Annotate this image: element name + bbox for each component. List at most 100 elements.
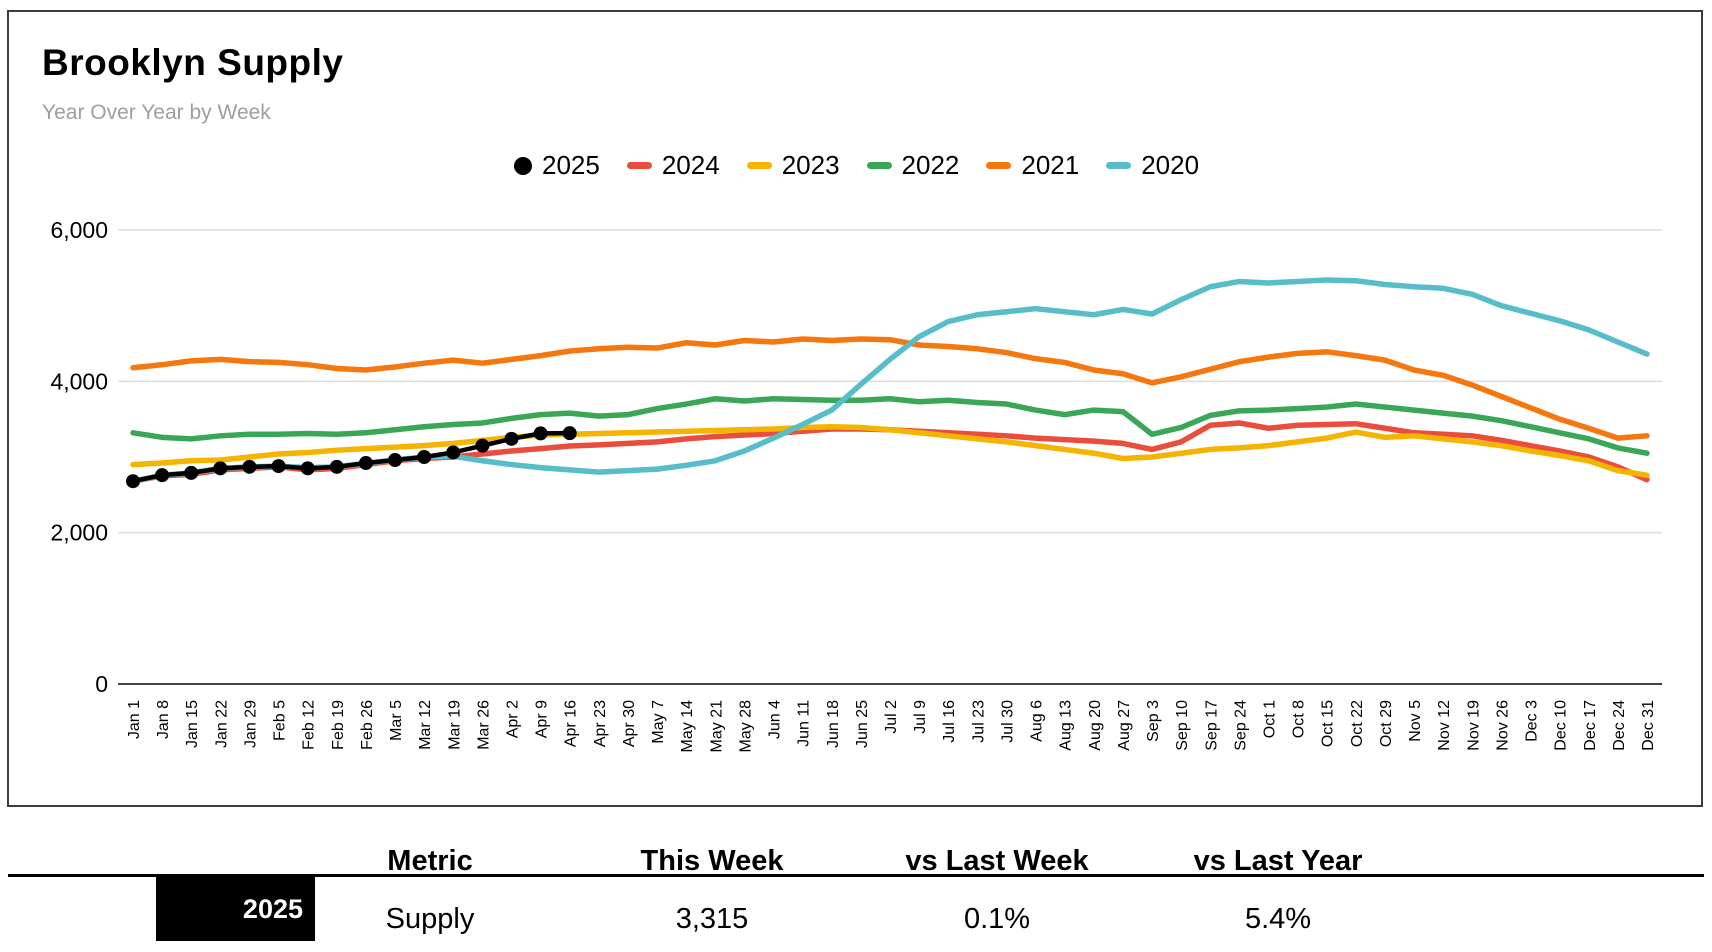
table-header-divider — [8, 874, 1704, 877]
legend-swatch-2024-icon — [626, 162, 652, 169]
x-axis-tick-label: Apr 2 — [504, 700, 521, 738]
column-header-vs-last-year: vs Last Year — [1193, 845, 1363, 877]
page-subtitle: Year Over Year by Week — [42, 101, 271, 124]
y-axis-tick-label: 6,000 — [50, 217, 108, 243]
chart-card — [7, 10, 1703, 807]
x-axis-tick-label: Apr 30 — [621, 700, 638, 747]
x-axis-tick-label: Jan 29 — [242, 700, 259, 748]
series-line-2025 — [130, 430, 572, 484]
y-axis-tick-label: 4,000 — [50, 368, 108, 394]
x-axis-tick-label: Dec 17 — [1582, 700, 1599, 751]
x-axis-tick-label: Sep 10 — [1174, 700, 1191, 751]
data-point-2025 — [446, 445, 461, 460]
x-axis-tick-label: Sep 24 — [1232, 700, 1249, 751]
x-axis-tick-label: Mar 19 — [446, 700, 463, 750]
x-axis-tick-label: May 14 — [679, 700, 696, 753]
data-point-2025 — [358, 456, 373, 471]
chart-canvas: 0 2,000 4,000 6,000 Jan 1 Jan 8 Jan 15 Jan 22 Ja… — [50, 217, 1662, 753]
column-header-metric: Metric — [387, 845, 473, 877]
x-axis-tick-label: Jul 30 — [999, 700, 1016, 743]
data-point-2025 — [388, 453, 403, 468]
x-axis-tick-label: Sep 3 — [1145, 700, 1162, 742]
legend-label: 2020 — [1141, 150, 1200, 180]
series-line-2023 — [130, 423, 1650, 478]
x-axis-tick-label: Mar 26 — [475, 700, 492, 750]
x-axis-tick-label: Oct 8 — [1291, 700, 1308, 738]
x-axis-tick-label: Oct 22 — [1349, 700, 1366, 747]
data-point-2025 — [562, 426, 577, 441]
x-axis-tick-label: Apr 9 — [534, 700, 551, 738]
x-axis-tick-label: Jun 25 — [854, 700, 871, 748]
legend-label: 2021 — [1021, 150, 1080, 180]
x-axis-tick-label: Jun 11 — [796, 700, 813, 747]
x-axis-tick-label: Oct 29 — [1378, 700, 1395, 747]
year-chip: 2025 — [156, 877, 315, 941]
cell-vs-last-week: 0.1% — [963, 903, 1031, 935]
x-axis-tick-label: Jun 18 — [825, 700, 842, 748]
legend-item-2024: 2024 — [626, 150, 720, 181]
x-axis-tick-label: Jan 15 — [184, 700, 201, 748]
x-axis-tick-label: Nov 19 — [1465, 700, 1482, 751]
y-axis-tick-label: 2,000 — [50, 520, 108, 546]
data-point-2025 — [126, 474, 140, 489]
x-axis-tick-label: Oct 1 — [1261, 700, 1278, 738]
x-axis-tick-label: Dec 24 — [1611, 700, 1628, 751]
x-axis-tick-label: Apr 23 — [592, 700, 609, 747]
series-line-2022 — [130, 395, 1650, 456]
x-axis-tick-label: Aug 20 — [1087, 700, 1104, 751]
cell-vs-last-year: 5.4% — [1244, 903, 1312, 935]
data-point-2025 — [213, 461, 228, 476]
column-header-vs-last-week: vs Last Week — [905, 845, 1089, 877]
legend-item-2021: 2021 — [986, 150, 1079, 181]
legend-label: 2022 — [901, 150, 960, 180]
x-axis-tick-label: Jul 16 — [941, 700, 958, 743]
data-point-2025 — [242, 459, 257, 474]
cell-metric: Supply — [385, 903, 475, 935]
x-axis-tick-label: Nov 12 — [1436, 700, 1453, 751]
x-axis-tick-label: May 7 — [650, 700, 667, 744]
x-axis-tick-label: Jan 8 — [155, 700, 172, 739]
data-point-2025 — [155, 468, 170, 483]
legend-item-2025: 2025 — [514, 150, 600, 181]
x-axis-tick-label: Apr 16 — [563, 700, 580, 747]
x-axis-tick-label: Oct 15 — [1320, 700, 1337, 747]
data-point-2025 — [329, 459, 344, 474]
legend-item-2022: 2022 — [866, 150, 960, 181]
x-axis-tick-label: Dec 31 — [1640, 700, 1657, 751]
data-point-2025 — [417, 450, 432, 464]
legend-item-2023: 2023 — [746, 150, 840, 181]
legend-swatch-2020-icon — [1106, 162, 1132, 169]
data-point-2025 — [184, 465, 199, 480]
data-point-2025 — [271, 459, 286, 474]
x-axis-tick-label: May 28 — [737, 700, 754, 753]
column-header-this-week: This Week — [640, 845, 784, 877]
legend-swatch-2025-icon — [514, 156, 532, 175]
x-axis-tick-label: Aug 27 — [1116, 700, 1133, 751]
x-axis-tick-label: Jul 9 — [912, 700, 929, 734]
legend-label: 2025 — [542, 150, 600, 180]
x-axis-tick-label: Feb 5 — [272, 700, 289, 741]
x-axis-tick-label: May 21 — [708, 700, 725, 753]
x-axis-tick-label: Feb 12 — [301, 700, 318, 750]
page-title: Brooklyn Supply — [42, 42, 344, 83]
x-axis-tick-label: Aug 6 — [1029, 700, 1046, 742]
x-axis-tick-label: Jan 22 — [213, 700, 230, 748]
x-axis-tick-label: Feb 26 — [359, 700, 376, 750]
chart-legend: 2025 2024 2023 2022 2021 2020 — [514, 150, 1199, 181]
legend-swatch-2021-icon — [986, 162, 1012, 169]
x-axis-tick-label: Nov 26 — [1494, 700, 1511, 751]
x-axis-tick-label: Sep 17 — [1203, 700, 1220, 751]
x-axis-tick-label: Jan 1 — [126, 700, 143, 739]
x-axis-tick-label: Jul 23 — [970, 700, 987, 743]
x-axis-tick-label: Mar 12 — [417, 700, 434, 750]
x-axis-tick-label: Nov 5 — [1407, 700, 1424, 742]
cell-this-week: 3,315 — [675, 903, 749, 935]
legend-swatch-2022-icon — [866, 162, 892, 169]
legend-label: 2024 — [661, 150, 720, 180]
legend-label: 2023 — [781, 150, 840, 180]
x-axis-tick-label: Aug 13 — [1058, 700, 1075, 751]
y-axis-tick-label: 0 — [95, 671, 108, 697]
x-axis-tick-label: Jun 4 — [767, 700, 784, 739]
data-point-2025 — [504, 431, 519, 446]
legend-item-2020: 2020 — [1106, 150, 1199, 181]
